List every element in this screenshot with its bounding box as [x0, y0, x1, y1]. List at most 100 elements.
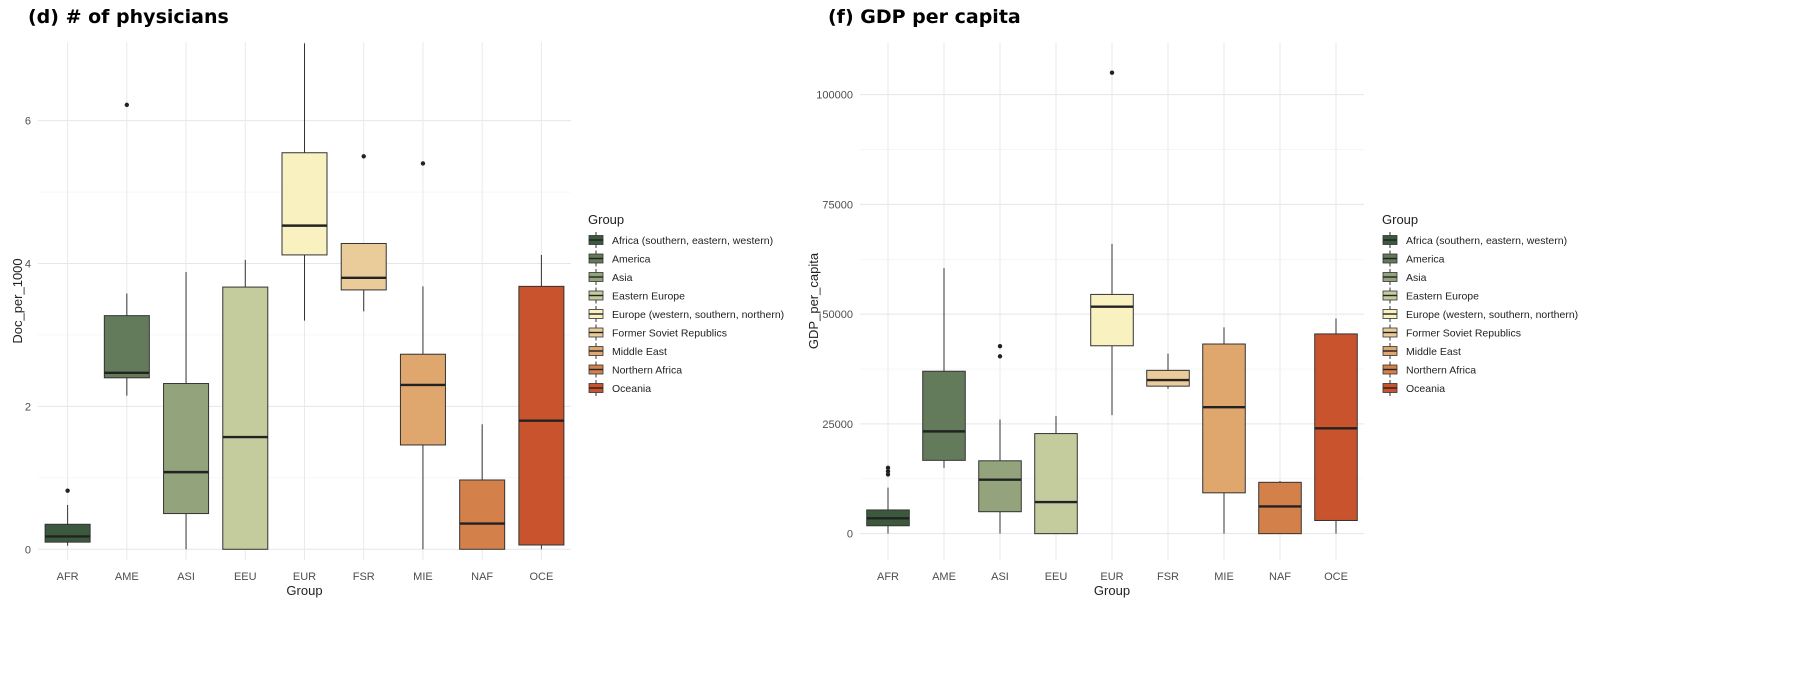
chart-panel-physicians: (d) # of physicians 0 2 4 6 AFR AME ASI EEU EUR F… — [0, 0, 800, 699]
physicians-boxplot: 0 2 4 6 AFR AME ASI EEU EUR FSR MIE NAF OCE Group Doc_… — [10, 42, 784, 598]
x-tick-label: EEU — [234, 571, 257, 583]
outlier-point — [65, 488, 70, 493]
x-tick-label: MIE — [1214, 571, 1234, 583]
box-body — [459, 479, 506, 550]
legend-key — [588, 324, 604, 341]
box-body — [1258, 481, 1302, 535]
chart-title: (f) GDP per capita — [828, 6, 1021, 28]
y-tick-label: 100000 — [816, 90, 853, 102]
x-tick-label: EUR — [1100, 571, 1123, 583]
legend-label: Middle East — [612, 346, 667, 358]
legend-label: Middle East — [1406, 346, 1461, 358]
box-body — [1146, 369, 1190, 387]
box-eur — [281, 43, 328, 321]
chart-panel-gdp: (f) GDP per capita 0 25000 50000 75000 10000… — [800, 0, 1811, 699]
box-body — [1034, 433, 1078, 535]
y-axis-title: Doc_per_1000 — [10, 258, 25, 343]
outlier-point — [885, 465, 891, 471]
legend-label: Europe (western, southern, northern) — [612, 309, 784, 321]
box-body — [103, 315, 150, 379]
x-tick-label: AFR — [57, 571, 79, 583]
chart-title: (d) # of physicians — [28, 6, 229, 28]
legend-label: Oceania — [1406, 383, 1445, 395]
outlier-point — [124, 102, 130, 108]
x-tick-label: NAF — [471, 571, 493, 583]
box-body — [222, 286, 269, 550]
x-tick-label: EEU — [1045, 571, 1068, 583]
x-tick-label: ASI — [177, 571, 195, 583]
x-tick-label: FSR — [353, 571, 375, 583]
box-body — [1202, 343, 1246, 494]
x-tick-label: NAF — [1269, 571, 1291, 583]
legend-label: Former Soviet Republics — [1406, 328, 1521, 340]
box-fsr — [1146, 353, 1190, 389]
outlier-point — [1109, 70, 1115, 75]
box-afr — [44, 488, 91, 546]
box-body — [281, 152, 328, 256]
outlier-point — [885, 472, 891, 477]
legend-key — [588, 380, 604, 396]
legend-key — [588, 361, 604, 378]
legend-label: Asia — [1406, 272, 1427, 284]
outlier-point — [885, 469, 891, 474]
x-tick-label: MIE — [413, 571, 433, 583]
legend-label: Africa (southern, eastern, western) — [612, 235, 773, 247]
outlier-point — [420, 161, 426, 166]
legend-label: Northern Africa — [612, 365, 682, 377]
legend-label: Northern Africa — [1406, 365, 1476, 377]
legend-key — [588, 250, 604, 267]
box-mie — [1202, 327, 1246, 534]
gdp-boxplot: 0 25000 50000 75000 100000 AFR AME ASI EEU EUR FSR… — [806, 42, 1578, 598]
y-tick-label: 4 — [25, 258, 31, 270]
box-eeu — [1034, 416, 1078, 535]
legend-label: Eastern Europe — [1406, 291, 1479, 303]
box-afr — [866, 465, 910, 534]
box-body — [1090, 293, 1134, 347]
legend-key — [1382, 287, 1398, 304]
box-naf — [1258, 480, 1302, 535]
y-tick-label: 25000 — [822, 419, 853, 431]
legend-label: Former Soviet Republics — [612, 328, 727, 340]
x-tick-label: EUR — [293, 571, 316, 583]
legend: Group Africa (southern, eastern, western)… — [588, 212, 784, 396]
x-axis-title: Group — [286, 583, 322, 598]
box-mie — [399, 161, 446, 550]
outlier-point — [997, 344, 1003, 349]
y-tick-label: 50000 — [822, 309, 853, 321]
legend-key — [1382, 361, 1398, 378]
legend-key — [1382, 250, 1398, 267]
legend-key — [1382, 306, 1398, 322]
box-body — [922, 370, 966, 461]
legend-key — [1382, 232, 1398, 248]
x-tick-label: OCE — [529, 571, 553, 583]
legend-key — [588, 287, 604, 304]
box-body — [518, 285, 565, 546]
legend-key — [1382, 343, 1398, 359]
legend-label: Oceania — [612, 383, 651, 395]
legend-key — [588, 232, 604, 248]
legend-label: America — [1406, 254, 1445, 266]
x-tick-label: FSR — [1157, 571, 1179, 583]
box-body — [44, 523, 91, 543]
box-eur — [1090, 70, 1134, 416]
x-tick-label: AFR — [877, 571, 899, 583]
legend-key — [588, 269, 604, 285]
legend-key — [588, 306, 604, 322]
y-tick-label: 0 — [25, 544, 31, 556]
box-naf — [459, 424, 506, 550]
legend-key — [588, 343, 604, 359]
box-eeu — [222, 259, 269, 550]
box-body — [978, 460, 1022, 513]
y-tick-label: 6 — [25, 116, 31, 128]
outlier-point — [997, 354, 1003, 359]
legend: Group Africa (southern, eastern, western)… — [1382, 212, 1578, 396]
box-body — [163, 383, 210, 515]
box-asi — [163, 272, 210, 550]
legend-label: Eastern Europe — [612, 291, 685, 303]
box-oce — [1314, 318, 1358, 534]
y-tick-label: 2 — [25, 401, 31, 413]
box-oce — [518, 254, 565, 550]
legend-key — [1382, 324, 1398, 341]
outlier-point — [361, 154, 366, 159]
legend-title: Group — [1382, 212, 1418, 227]
